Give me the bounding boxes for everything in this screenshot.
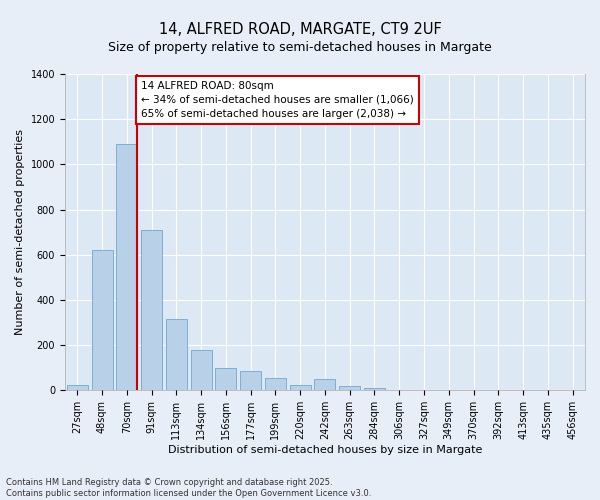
Bar xyxy=(265,378,286,390)
Text: 14 ALFRED ROAD: 80sqm
← 34% of semi-detached houses are smaller (1,066)
65% of s: 14 ALFRED ROAD: 80sqm ← 34% of semi-deta… xyxy=(141,81,414,119)
X-axis label: Distribution of semi-detached houses by size in Margate: Distribution of semi-detached houses by … xyxy=(168,445,482,455)
Text: Size of property relative to semi-detached houses in Margate: Size of property relative to semi-detach… xyxy=(108,41,492,54)
Bar xyxy=(67,384,88,390)
Bar xyxy=(240,371,261,390)
Bar xyxy=(116,144,137,390)
Bar xyxy=(215,368,236,390)
Bar xyxy=(290,384,311,390)
Bar xyxy=(141,230,162,390)
Bar xyxy=(314,379,335,390)
Bar xyxy=(339,386,360,390)
Bar xyxy=(166,319,187,390)
Bar xyxy=(92,250,113,390)
Bar xyxy=(364,388,385,390)
Text: Contains HM Land Registry data © Crown copyright and database right 2025.
Contai: Contains HM Land Registry data © Crown c… xyxy=(6,478,371,498)
Bar xyxy=(191,350,212,391)
Y-axis label: Number of semi-detached properties: Number of semi-detached properties xyxy=(15,129,25,335)
Text: 14, ALFRED ROAD, MARGATE, CT9 2UF: 14, ALFRED ROAD, MARGATE, CT9 2UF xyxy=(158,22,442,38)
